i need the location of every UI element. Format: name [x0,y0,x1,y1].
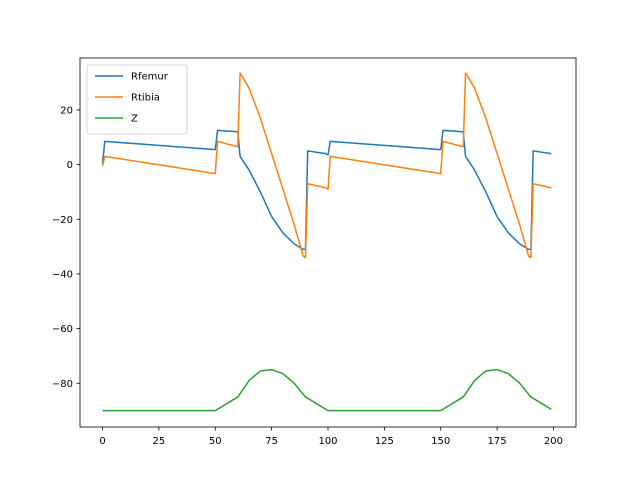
x-tick-label: 175 [488,436,507,447]
x-axis: 0 25 50 75 100 125 150 175 200 [99,427,563,447]
plot-frame [79,57,577,428]
y-tick-label: 0 [67,160,73,171]
series-layer [101,72,552,412]
x-tick-label: 200 [544,436,563,447]
y-tick-label: 20 [60,105,73,116]
legend-label-2: Z [131,114,138,125]
y-tick-label: −20 [52,215,73,226]
legend-label-0: Rfemur [131,72,169,83]
series-line-0 [101,129,552,251]
x-tick-label: 75 [265,436,278,447]
series-line-2 [102,368,552,412]
x-tick-label: 150 [431,436,450,447]
x-tick-label: 100 [318,436,337,447]
y-tick-label: −40 [52,269,73,280]
x-tick-label: 25 [153,436,166,447]
series-line-1 [101,72,552,259]
legend-label-1: Rtibia [131,93,160,104]
x-tick-label: 0 [99,436,105,447]
legend-box [86,64,188,135]
x-tick-label: 50 [209,436,222,447]
y-axis: −80 −60 −40 −20 0 20 [52,105,80,390]
legend: Rfemur Rtibia Z [86,64,188,135]
y-tick-label: −80 [52,379,73,390]
y-tick-label: −60 [52,324,73,335]
x-tick-label: 125 [375,436,394,447]
